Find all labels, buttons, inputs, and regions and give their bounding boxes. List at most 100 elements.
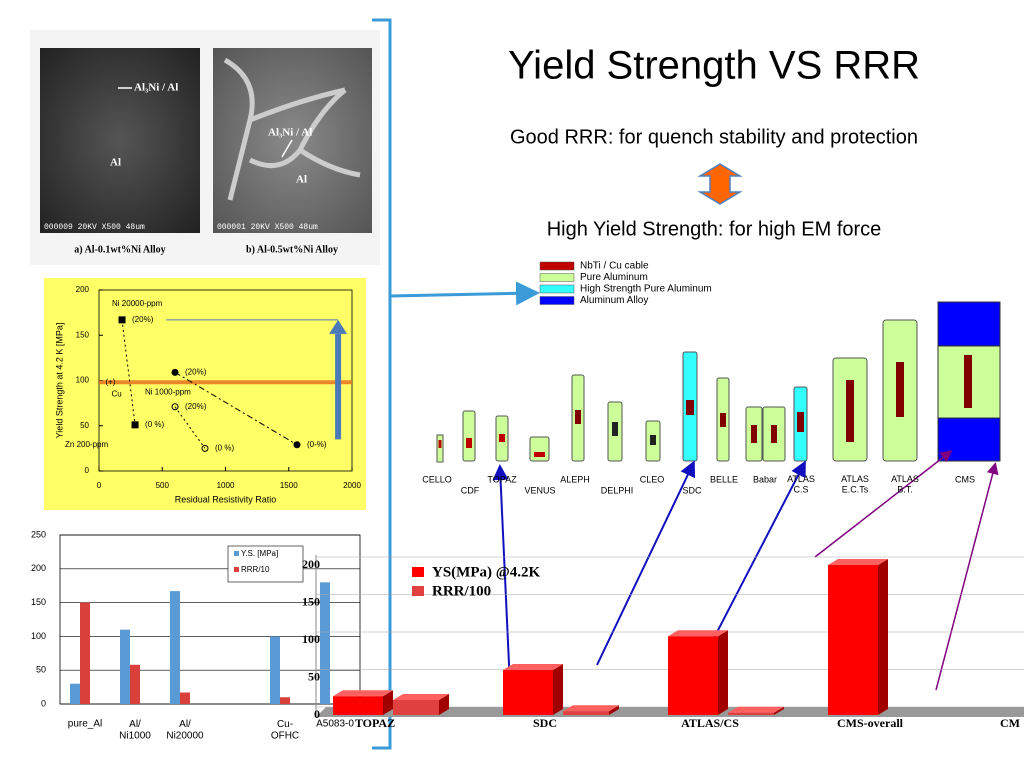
- detector: [436, 434, 444, 463]
- detector: [937, 301, 1001, 347]
- point: [293, 441, 301, 449]
- point: [131, 421, 139, 429]
- bar-side: [718, 630, 728, 715]
- y-tick-label: 50: [80, 421, 89, 430]
- micrograph-label: Al: [296, 174, 307, 186]
- legend-swatch: [234, 567, 239, 572]
- y-tick-label: 50: [36, 665, 46, 675]
- x-tick-label: Al/Ni1000: [119, 719, 151, 742]
- detector-name: ATLAS E.C.Ts: [841, 474, 869, 494]
- coil: [846, 380, 854, 442]
- series-name: Ni 1000-ppm: [145, 387, 191, 396]
- detector-name: CLEO: [640, 474, 665, 484]
- subtitle: High Yield Strength: for high EM force: [547, 218, 882, 240]
- bar-side: [383, 690, 393, 715]
- point: [171, 403, 179, 411]
- bar: [728, 712, 774, 715]
- x-tick-label: 1000: [217, 481, 235, 490]
- detector-name: SDC: [682, 485, 702, 495]
- bar-top: [828, 559, 888, 565]
- bar: [270, 636, 280, 704]
- bar: [70, 683, 80, 704]
- x-tick-label: A5083-0: [316, 719, 354, 730]
- legend-swatch: [412, 586, 424, 596]
- x-tick-label: Cu-OFHC: [271, 719, 299, 742]
- micrograph-footer: 000001 20KV X500 48um: [217, 223, 318, 232]
- bar: [280, 697, 290, 704]
- legend-label: NbTi / Cu cable: [580, 261, 649, 272]
- coil: [575, 410, 581, 424]
- plot-area: [59, 534, 361, 705]
- series-name: Zn 200-ppm: [65, 440, 108, 449]
- y-tick-label: 150: [76, 330, 90, 339]
- point-label: (0-%): [307, 440, 327, 449]
- bar: [170, 591, 180, 704]
- point-label: (20%): [185, 367, 207, 376]
- legend-label: Y.S. [MPa]: [241, 549, 278, 558]
- x-tick-label: 0: [97, 481, 102, 490]
- y-tick-label: 100: [302, 632, 320, 646]
- detector-name: ATLAS B.T.: [891, 474, 919, 494]
- point-label: (20%): [185, 402, 207, 411]
- legend-label: Pure Aluminum: [580, 272, 648, 283]
- coil: [964, 355, 972, 408]
- detector-name: Babar: [753, 474, 777, 484]
- coil: [466, 438, 472, 448]
- x-axis-label: Residual Resistivity Ratio: [175, 494, 277, 504]
- pointer: [281, 139, 293, 158]
- double-arrow: [697, 163, 743, 205]
- coil: [720, 413, 726, 427]
- subtitle: Good RRR: for quench stability and prote…: [510, 126, 918, 148]
- bar: [503, 670, 553, 715]
- micrograph-footer: 000009 20KV X500 48um: [44, 223, 145, 232]
- point: [201, 444, 209, 452]
- grain-boundary: [223, 57, 361, 201]
- detector-name: CELLO: [422, 474, 452, 484]
- arrow-head: [329, 319, 348, 334]
- y-tick-label: 100: [76, 376, 90, 385]
- detector-diagram: [436, 301, 1001, 463]
- detector: [462, 410, 476, 462]
- coil: [534, 452, 545, 457]
- series-line: [174, 371, 298, 446]
- y-tick-label: 150: [31, 597, 46, 607]
- x-tick-label: TOPAZ: [355, 716, 395, 730]
- micrograph-label: Al: [110, 157, 121, 169]
- connector: [596, 460, 696, 666]
- y-tick-label: 200: [302, 557, 320, 571]
- legend-label: High Strength Pure Aluminum: [580, 284, 712, 295]
- coil: [896, 362, 904, 417]
- bar: [320, 582, 330, 704]
- y-tick-label: 200: [76, 285, 90, 294]
- series-name: Ni 20000-ppm: [112, 299, 163, 308]
- coil: [650, 435, 656, 445]
- micrograph-caption: b) Al-0.5wt%Ni Alloy: [246, 244, 338, 255]
- series-line: [174, 406, 206, 449]
- micrograph-label: Al₃Ni / Al: [268, 127, 312, 139]
- detector-name: BELLE: [710, 474, 738, 484]
- x-tick-label: pure_Al: [68, 719, 102, 730]
- legend-swatch: [539, 261, 575, 271]
- y-tick-label: 0: [41, 698, 46, 708]
- bar-side: [553, 664, 563, 715]
- bar-side: [609, 705, 619, 715]
- connector: [935, 462, 999, 691]
- micrograph-caption: a) Al-0.1wt%Ni Alloy: [74, 244, 165, 255]
- coil: [797, 412, 804, 432]
- bar-top: [668, 630, 728, 637]
- x-tick-label: ATLAS/CS: [681, 716, 739, 730]
- point-label: (0 %): [145, 420, 164, 429]
- bar-top: [728, 706, 784, 713]
- legend-label: RRR/10: [241, 565, 270, 574]
- detector-name: CDF: [461, 485, 480, 495]
- bar: [80, 602, 90, 704]
- bar-top: [503, 664, 563, 670]
- bar: [120, 629, 130, 704]
- x-tick-label: 500: [156, 481, 170, 490]
- detector-name: TOPAZ: [487, 474, 517, 484]
- legend-swatch: [539, 284, 575, 294]
- y-tick-label: 150: [302, 594, 320, 608]
- bar: [668, 636, 718, 715]
- title: Yield Strength VS RRR: [508, 44, 920, 88]
